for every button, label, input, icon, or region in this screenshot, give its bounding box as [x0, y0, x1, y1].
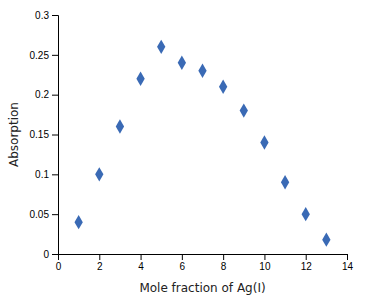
tick-mark [52, 95, 58, 96]
axis-line [59, 255, 348, 261]
tick-label: 0.05 [30, 209, 50, 220]
tick-label: 0.25 [30, 50, 50, 61]
point [178, 56, 186, 70]
tick-mark [182, 254, 183, 260]
point [95, 167, 103, 181]
tick-mark [52, 174, 58, 175]
plot: 0 2 4 6 8 10 12 14 0 0.05 0.1 0.15 0.2 0.25 0.3 [30, 10, 354, 272]
tick: 0.3 [35, 10, 58, 21]
tick: 14 [342, 254, 354, 272]
point [240, 103, 248, 117]
y-axis: 0 0.05 0.1 0.15 0.2 0.25 0.3 [30, 10, 59, 260]
axis-line [52, 16, 59, 255]
tick-mark [306, 254, 307, 260]
tick: 0.15 [30, 129, 58, 140]
tick-label: 0.1 [35, 169, 49, 180]
tick: 0.05 [30, 209, 58, 220]
tick: 6 [180, 254, 186, 272]
chart: 0 2 4 6 8 10 12 14 0 0.05 0.1 0.15 0.2 0.25 0.3 Mole fr… [0, 0, 365, 300]
tick: 0.1 [35, 169, 58, 180]
tick: 0 [56, 254, 62, 272]
tick-label: 4 [138, 261, 144, 272]
tick-label: 6 [180, 261, 186, 272]
point [260, 135, 268, 149]
tick: 0.25 [30, 50, 58, 61]
tick-label: 8 [221, 261, 227, 272]
tick: 12 [301, 254, 313, 272]
point [74, 215, 82, 229]
tick-mark [52, 15, 58, 16]
tick-mark [52, 214, 58, 215]
tick-mark [52, 135, 58, 136]
tick-label: 0 [43, 249, 49, 260]
tick: 0.2 [35, 89, 58, 100]
tick-label: 0.3 [35, 10, 49, 21]
tick-mark [141, 254, 142, 260]
tick-label: 0.15 [30, 129, 50, 140]
tick-label: 0 [56, 261, 62, 272]
x-axis-title: Mole fraction of Ag(I) [139, 281, 265, 295]
point [136, 72, 144, 86]
tick-mark [223, 254, 224, 260]
y-axis-title: Absorption [7, 102, 21, 167]
x-axis: 0 2 4 6 8 10 12 14 [56, 254, 354, 272]
point [116, 119, 124, 133]
tick-label: 2 [97, 261, 103, 272]
point [198, 64, 206, 78]
point [302, 207, 310, 221]
tick-label: 12 [301, 261, 313, 272]
tick-label: 0.2 [35, 89, 49, 100]
tick-mark [52, 254, 58, 255]
tick-mark [99, 254, 100, 260]
tick: 0 [43, 249, 58, 260]
tick: 4 [138, 254, 144, 272]
tick-mark [52, 55, 58, 56]
tick: 8 [221, 254, 227, 272]
tick: 2 [97, 254, 103, 272]
tick-mark [264, 254, 265, 260]
point [219, 79, 227, 93]
point [322, 232, 330, 246]
tick: 10 [259, 254, 271, 272]
point [281, 175, 289, 189]
tick-label: 10 [259, 261, 271, 272]
points [74, 40, 330, 247]
point [157, 40, 165, 54]
tick-mark [347, 254, 348, 260]
tick-label: 14 [342, 261, 354, 272]
